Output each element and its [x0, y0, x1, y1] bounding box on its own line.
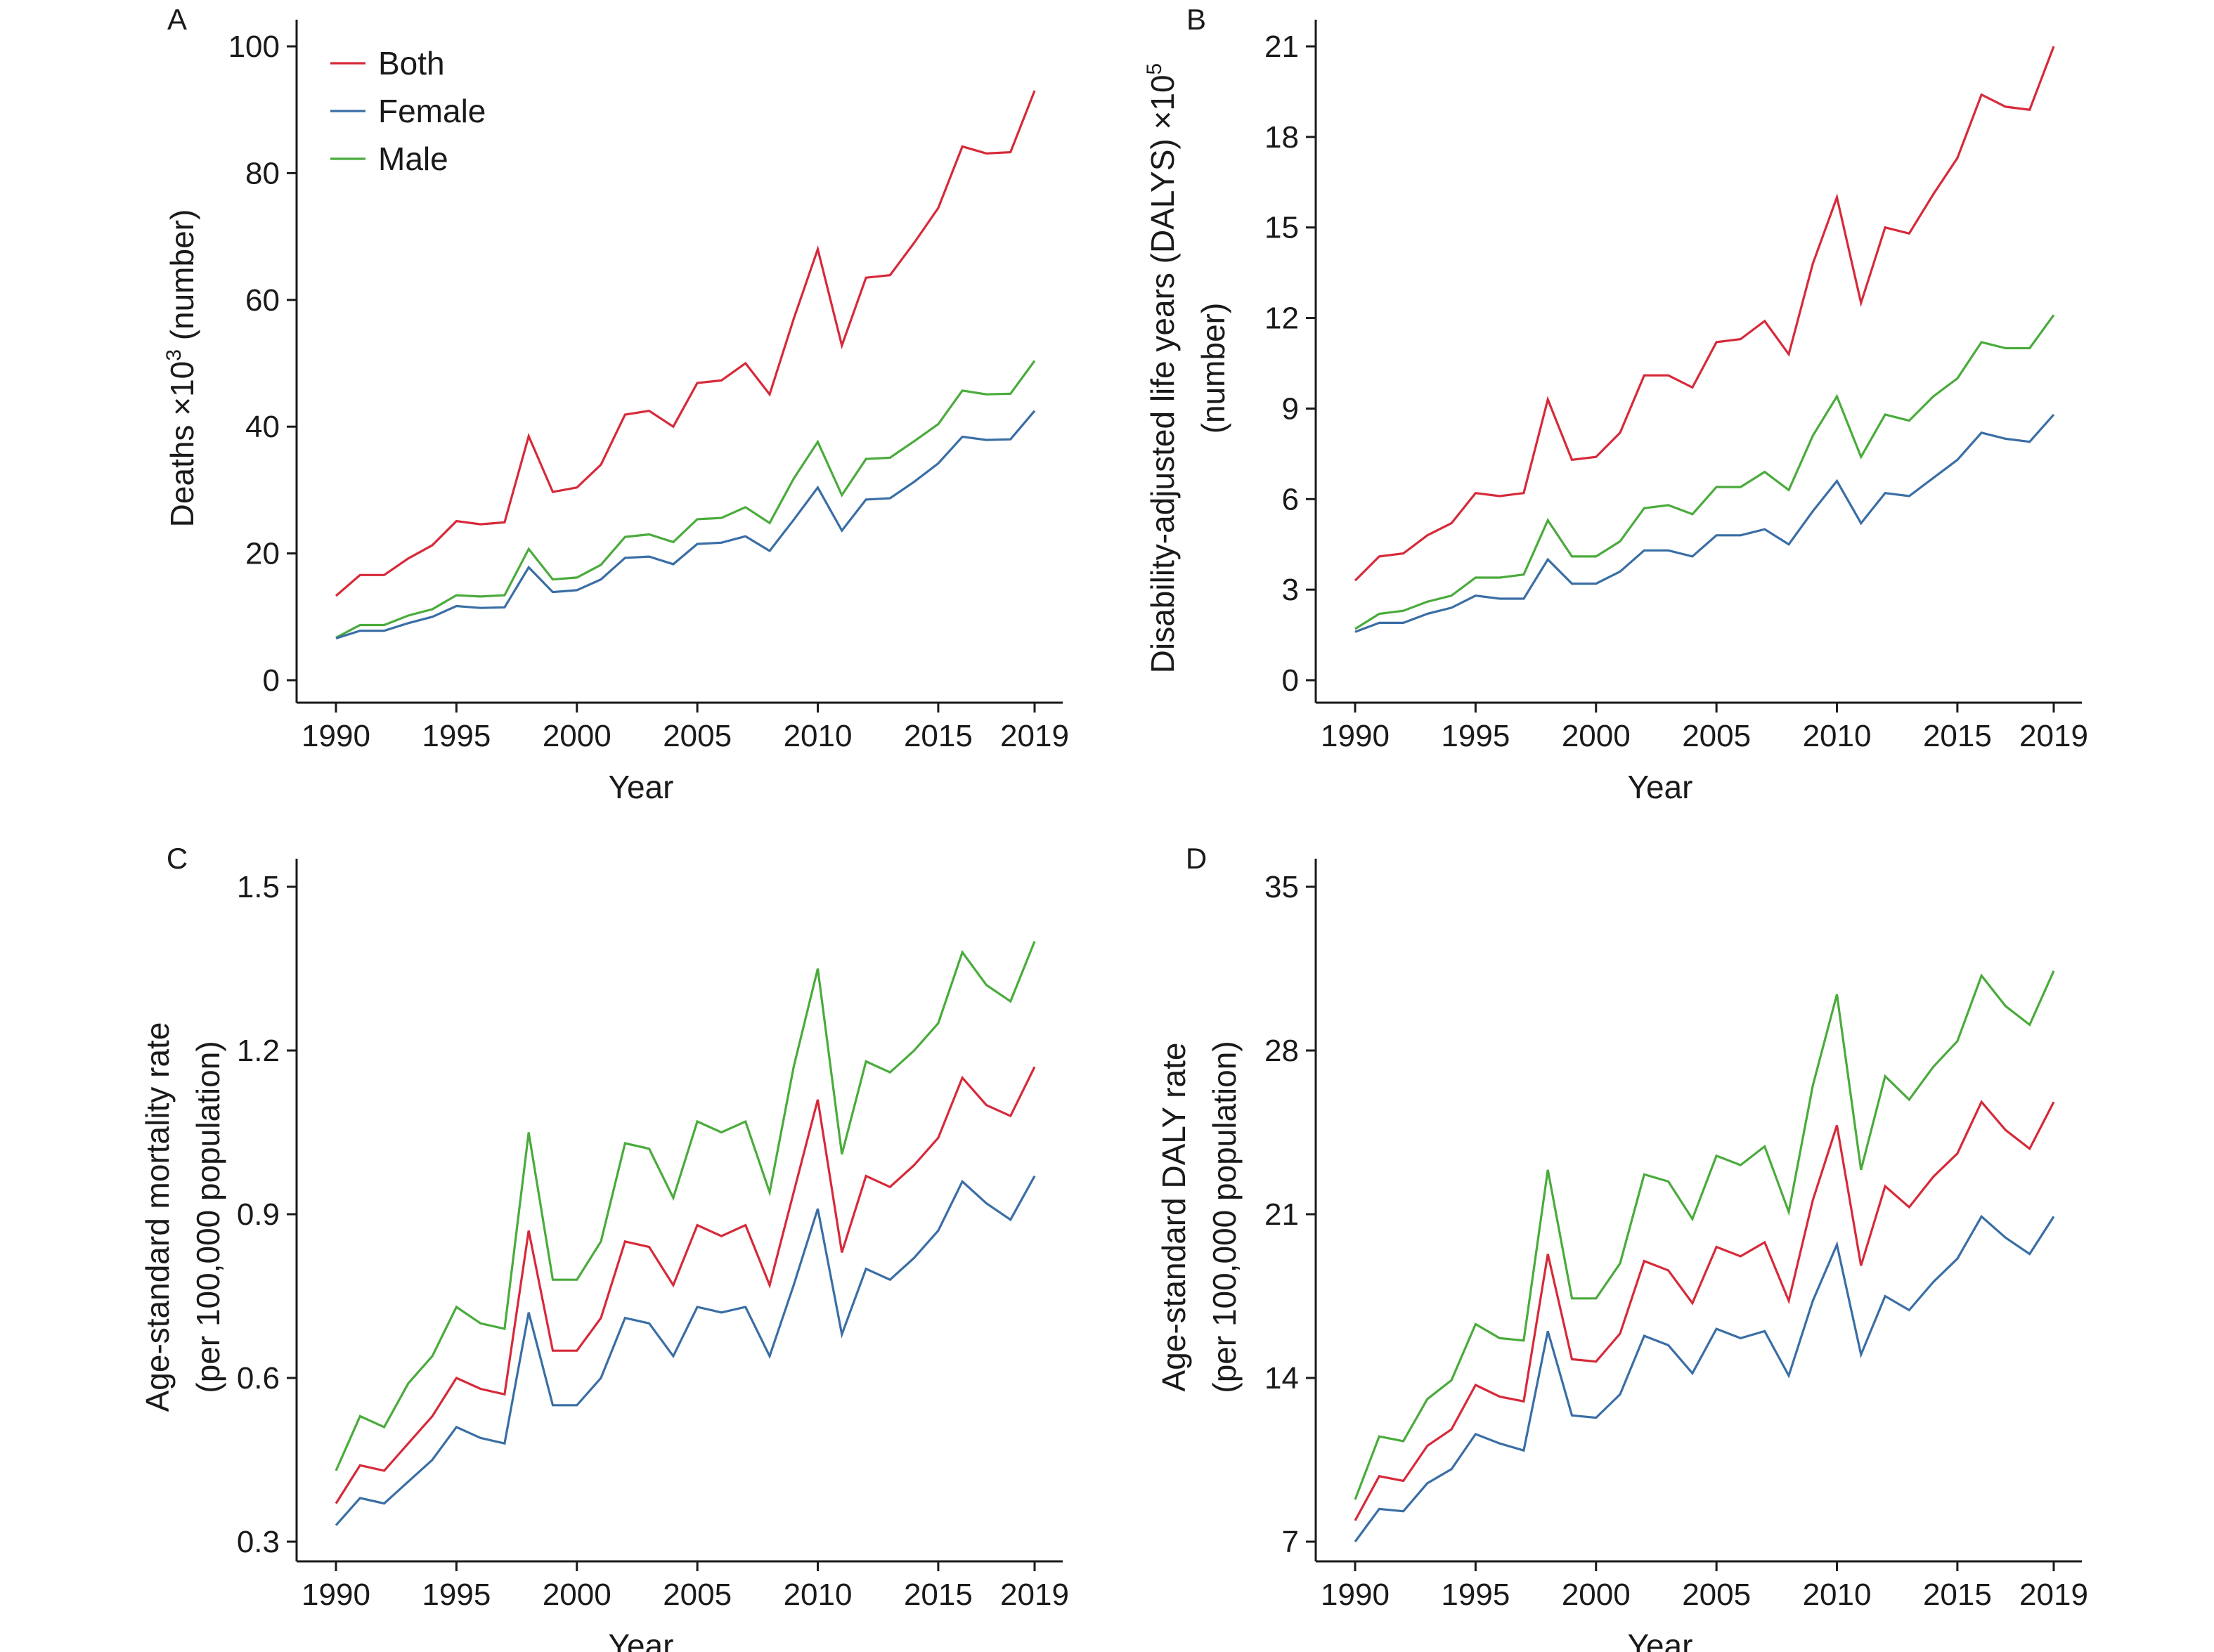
series-line-male: [1354, 314, 2055, 630]
panel-letter: C: [167, 842, 188, 875]
x-axis-title: Year: [1628, 1627, 1693, 1652]
x-tick-label: 2000: [543, 719, 611, 753]
y-tick-label: 15: [1264, 211, 1299, 245]
x-tick-label: 2015: [904, 719, 973, 753]
y-tick-label: 0.6: [237, 1361, 280, 1396]
x-tick-label: 1995: [422, 719, 491, 753]
x-tick-label: 2019: [2019, 1578, 2088, 1612]
series-line-both: [1354, 46, 2055, 582]
x-tick-label: 2015: [1923, 1578, 1992, 1612]
y-tick-label: 0.9: [237, 1197, 280, 1232]
y-tick-label: 28: [1264, 1034, 1299, 1068]
series-line-female: [1354, 413, 2055, 633]
x-tick-label: 2015: [904, 1578, 973, 1612]
x-tick-label: 1995: [1441, 1578, 1510, 1612]
y-tick-label: 60: [245, 283, 280, 318]
y-tick-label: 21: [1264, 1197, 1299, 1232]
y-tick-label: 21: [1264, 30, 1299, 64]
x-tick-label: 2000: [1562, 719, 1631, 753]
series-line-female: [335, 1175, 1036, 1526]
y-axis-title-line2: (per 100,000 population): [1206, 1041, 1243, 1393]
y-tick-label: 40: [245, 410, 280, 444]
legend-label-both: Both: [378, 45, 445, 82]
x-tick-label: 2000: [543, 1578, 611, 1612]
y-tick-label: 80: [245, 156, 280, 190]
x-axis-title: Year: [1628, 769, 1693, 805]
legend-label-male: Male: [378, 141, 448, 177]
y-tick-label: 35: [1264, 870, 1299, 904]
panel-c: C 0.3 0.6 0.9 1.2 1.5 1990 1995 2000 2005 2010 2015…: [139, 842, 1069, 1652]
y-tick-label: 0.3: [237, 1525, 280, 1559]
y-tick-label: 1.5: [237, 870, 280, 904]
y-axis-title-line2: (per 100,000 population): [190, 1041, 226, 1393]
legend: Both Female Male: [330, 45, 486, 177]
x-tick-label: 2010: [1803, 719, 1872, 753]
y-tick-label: 6: [1282, 482, 1299, 516]
y-tick-label: 14: [1264, 1361, 1299, 1396]
x-tick-label: 2015: [1923, 719, 1992, 753]
panel-b: B 0 3 6 9 12 15 18 21 1990 1995 2000 2005 2010 2015 201…: [1143, 3, 2088, 805]
x-axis-title: Year: [609, 769, 674, 805]
legend-label-female: Female: [378, 93, 486, 129]
x-tick-label: 1990: [302, 1578, 370, 1612]
x-tick-label: 2019: [1000, 719, 1069, 753]
y-axis-title: Age-standard mortality rate: [139, 1022, 176, 1412]
series-line-both: [1354, 1100, 2055, 1521]
panel-letter: A: [167, 3, 187, 36]
panel-d: D 7 14 21 28 35 1990 1995 2000 2005 2010 2015 2019 Ye…: [1155, 842, 2088, 1652]
x-tick-label: 2010: [784, 1578, 853, 1612]
series-line-female: [335, 410, 1036, 640]
y-tick-label: 9: [1282, 391, 1299, 426]
y-tick-label: 1.2: [237, 1034, 280, 1068]
x-tick-label: 2019: [1000, 1578, 1069, 1612]
y-tick-label: 7: [1282, 1525, 1299, 1559]
y-tick-label: 18: [1264, 120, 1299, 155]
panel-letter: D: [1186, 842, 1207, 875]
x-tick-label: 1990: [1321, 1578, 1390, 1612]
series-line-male: [335, 941, 1036, 1471]
panel-letter: B: [1186, 3, 1206, 36]
y-tick-label: 100: [228, 30, 280, 64]
x-tick-label: 2005: [663, 719, 732, 753]
y-tick-label: 0: [263, 663, 280, 698]
y-tick-label: 20: [245, 537, 280, 571]
y-axis-title: Age-standard DALY rate: [1155, 1043, 1192, 1392]
panel-a: A 0 20 40 60 80 100 1990 1995 2000 2005 2010 2015 201…: [162, 3, 1069, 805]
series-line-both: [335, 1066, 1036, 1504]
y-tick-label: 0: [1282, 663, 1299, 698]
x-tick-label: 2005: [663, 1578, 732, 1612]
x-tick-label: 1995: [1441, 719, 1510, 753]
x-tick-label: 2000: [1562, 1578, 1631, 1612]
x-tick-label: 2005: [1682, 719, 1751, 753]
x-tick-label: 2010: [784, 719, 853, 753]
series-line-male: [335, 360, 1036, 639]
x-axis-title: Year: [609, 1627, 674, 1652]
y-tick-label: 12: [1264, 301, 1299, 336]
x-tick-label: 1990: [1321, 719, 1390, 753]
x-tick-label: 1990: [302, 719, 370, 753]
x-tick-label: 2010: [1803, 1578, 1872, 1612]
series-line-both: [335, 90, 1036, 597]
y-tick-label: 3: [1282, 573, 1299, 607]
y-axis-title: Disability-adjusted life years (DALYS) ×…: [1143, 63, 1181, 673]
x-tick-label: 1995: [422, 1578, 491, 1612]
x-tick-label: 2005: [1682, 1578, 1751, 1612]
series-line-female: [1354, 1214, 2055, 1542]
x-tick-label: 2019: [2019, 719, 2088, 753]
series-line-male: [1354, 970, 2055, 1500]
y-axis-title-line2: (number): [1195, 303, 1231, 434]
y-axis-title: Deaths ×103 (number): [162, 209, 200, 528]
